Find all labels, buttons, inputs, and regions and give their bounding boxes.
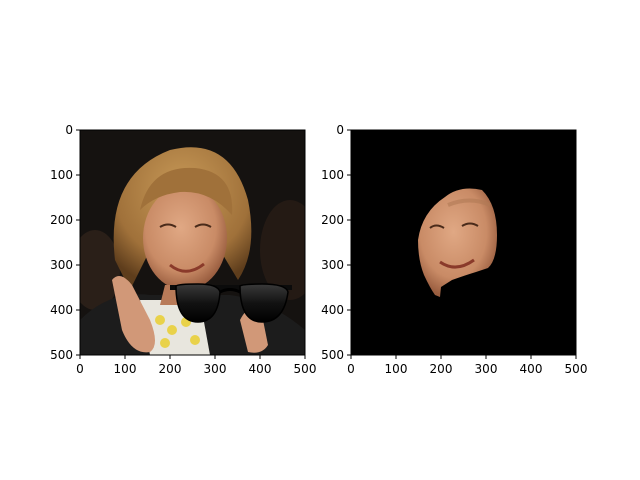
right-x-tick-label: 200 bbox=[430, 362, 453, 376]
sunglasses-icon bbox=[170, 283, 292, 323]
right-x-tick-label: 300 bbox=[475, 362, 498, 376]
right-y-tick-label: 200 bbox=[321, 213, 344, 227]
right-x-tick-label: 100 bbox=[385, 362, 408, 376]
right-y-tick-label: 0 bbox=[336, 123, 344, 137]
left-y-tick-label: 500 bbox=[50, 348, 73, 362]
left-y-tick-label: 100 bbox=[50, 168, 73, 182]
left-x-tick-label: 100 bbox=[114, 362, 137, 376]
right-image-panel bbox=[351, 130, 576, 355]
right-y-tick-label: 400 bbox=[321, 303, 344, 317]
left-y-tick-label: 200 bbox=[50, 213, 73, 227]
left-x-tick-label: 400 bbox=[249, 362, 272, 376]
left-y-tick-label: 0 bbox=[65, 123, 73, 137]
right-y-tick-label: 100 bbox=[321, 168, 344, 182]
right-x-tick-label: 400 bbox=[520, 362, 543, 376]
right-x-tick-label: 500 bbox=[565, 362, 588, 376]
right-y-tick-label: 500 bbox=[321, 348, 344, 362]
left-y-tick-label: 300 bbox=[50, 258, 73, 272]
right-axes-frame bbox=[350, 129, 577, 356]
left-x-tick-label: 500 bbox=[294, 362, 317, 376]
right-y-tick-label: 300 bbox=[321, 258, 344, 272]
left-x-tick-label: 200 bbox=[159, 362, 182, 376]
left-x-tick-label: 300 bbox=[204, 362, 227, 376]
left-image-panel bbox=[80, 130, 305, 355]
left-y-tick-label: 400 bbox=[50, 303, 73, 317]
left-axes-frame bbox=[79, 129, 306, 356]
right-x-tick-label: 0 bbox=[347, 362, 355, 376]
left-x-tick-label: 0 bbox=[76, 362, 84, 376]
